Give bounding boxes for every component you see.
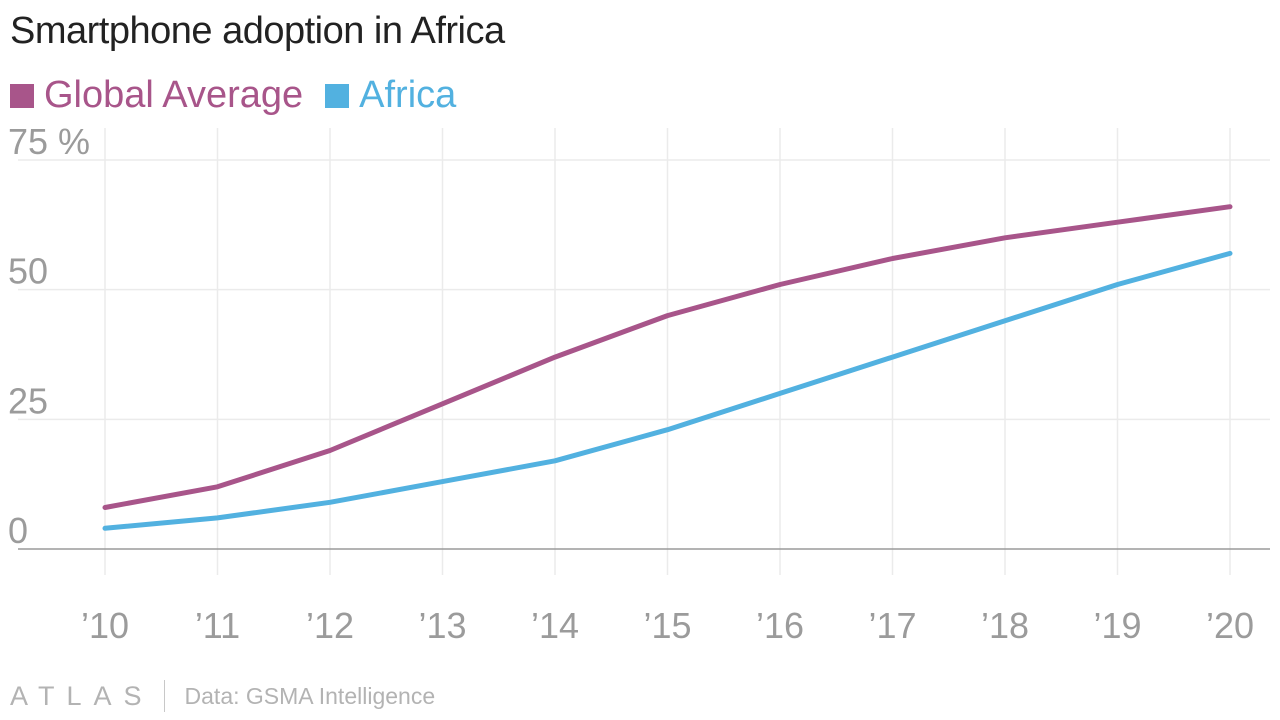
x-tick-label: ’20 [1206,605,1254,646]
chart-title: Smartphone adoption in Africa [10,10,505,52]
x-tick-label: ’16 [756,605,804,646]
legend-swatch-global-average [10,83,34,108]
x-tick-label: ’19 [1093,605,1141,646]
x-tick-label: ’18 [981,605,1029,646]
y-tick-label: 75 % [8,121,90,162]
legend-item-global-average: Global Average [10,74,303,117]
series-line-global-average [102,204,1233,510]
y-tick-label: 25 [8,380,48,421]
y-tick-label: 0 [8,510,28,551]
x-tick-label: ’15 [643,605,691,646]
x-tick-label: ’10 [81,605,129,646]
x-tick-label: ’13 [418,605,466,646]
brand-logo: ATLAS [10,680,154,711]
x-tick-label: ’12 [306,605,354,646]
chart-footer: ATLAS Data: GSMA Intelligence [10,680,435,712]
legend-label-africa: Africa [359,74,457,116]
y-tick-label: 50 [8,251,48,292]
legend-item-africa: Africa [325,74,456,117]
legend-swatch-africa [325,83,350,108]
x-tick-label: ’11 [195,605,240,646]
x-tick-label: ’17 [868,605,916,646]
data-source: Data: GSMA Intelligence [184,682,436,709]
series-line-africa [102,250,1233,531]
legend-label-global-average: Global Average [44,74,304,116]
footer-divider [163,680,165,712]
x-tick-label: ’14 [531,605,579,646]
chart-legend: Global Average Africa [10,74,456,117]
